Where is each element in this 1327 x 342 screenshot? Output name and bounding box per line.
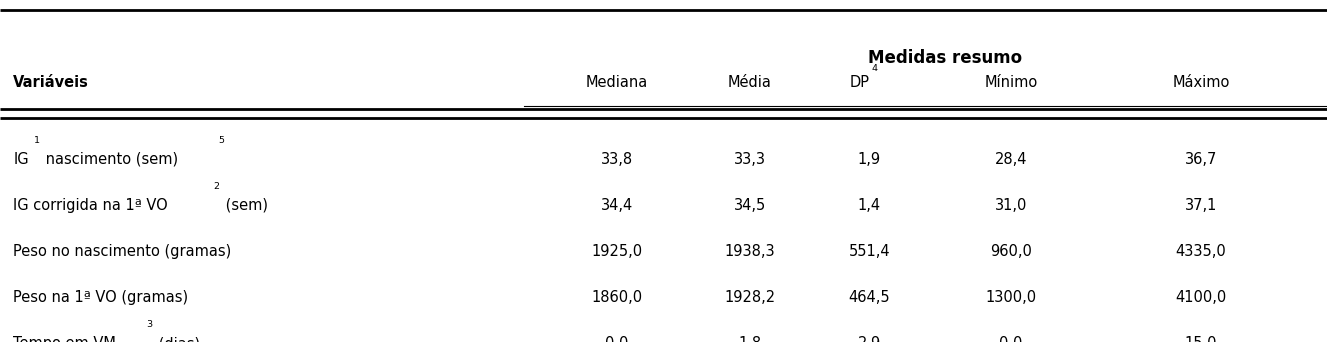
Text: (sem): (sem) [220,198,268,213]
Text: Mínimo: Mínimo [985,75,1038,90]
Text: DP: DP [849,75,869,90]
Text: 1,9: 1,9 [857,152,881,167]
Text: 2: 2 [212,182,219,191]
Text: 5: 5 [218,136,224,145]
Text: (dias): (dias) [154,336,200,342]
Text: 1860,0: 1860,0 [592,290,642,305]
Text: Média: Média [727,75,772,90]
Text: 1925,0: 1925,0 [592,244,642,259]
Text: 33,3: 33,3 [734,152,766,167]
Text: 3: 3 [146,320,153,329]
Text: 960,0: 960,0 [990,244,1032,259]
Text: 15,0: 15,0 [1185,336,1217,342]
Text: 1928,2: 1928,2 [725,290,775,305]
Text: 0,0: 0,0 [605,336,629,342]
Text: 34,4: 34,4 [601,198,633,213]
Text: 37,1: 37,1 [1185,198,1217,213]
Text: 1300,0: 1300,0 [986,290,1036,305]
Text: Máximo: Máximo [1172,75,1230,90]
Text: 1: 1 [33,136,40,145]
Text: 28,4: 28,4 [995,152,1027,167]
Text: 1,4: 1,4 [857,198,881,213]
Text: IG: IG [13,152,29,167]
Text: 36,7: 36,7 [1185,152,1217,167]
Text: 34,5: 34,5 [734,198,766,213]
Text: nascimento (sem): nascimento (sem) [41,152,178,167]
Text: 31,0: 31,0 [995,198,1027,213]
Text: 33,8: 33,8 [601,152,633,167]
Text: 0,0: 0,0 [999,336,1023,342]
Text: 1,8: 1,8 [738,336,762,342]
Text: 4100,0: 4100,0 [1176,290,1226,305]
Text: Peso no nascimento (gramas): Peso no nascimento (gramas) [13,244,231,259]
Text: Tempo em VM: Tempo em VM [13,336,117,342]
Text: 2,9: 2,9 [857,336,881,342]
Text: 4: 4 [872,64,878,73]
Text: IG corrigida na 1ª VO: IG corrigida na 1ª VO [13,198,169,213]
Text: Medidas resumo: Medidas resumo [868,49,1023,67]
Text: Mediana: Mediana [587,75,648,90]
Text: 551,4: 551,4 [848,244,890,259]
Text: Variáveis: Variáveis [13,75,89,90]
Text: 4335,0: 4335,0 [1176,244,1226,259]
Text: 464,5: 464,5 [848,290,890,305]
Text: Peso na 1ª VO (gramas): Peso na 1ª VO (gramas) [13,290,188,305]
Text: 1938,3: 1938,3 [725,244,775,259]
